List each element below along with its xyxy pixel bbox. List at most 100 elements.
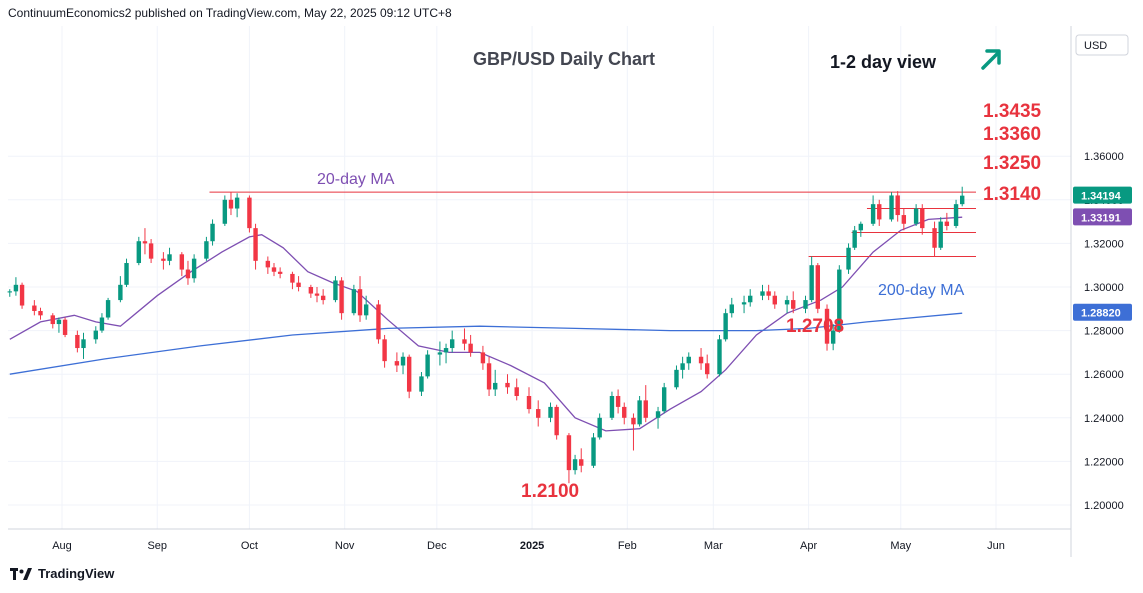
candle bbox=[271, 263, 277, 277]
candle bbox=[118, 276, 123, 303]
candle bbox=[637, 396, 642, 427]
candle bbox=[809, 256, 814, 303]
candle bbox=[425, 350, 430, 379]
candle bbox=[277, 267, 283, 279]
candle bbox=[505, 374, 510, 394]
candle bbox=[858, 221, 864, 237]
candle bbox=[674, 365, 679, 390]
candle bbox=[609, 391, 615, 420]
candle bbox=[351, 284, 357, 316]
candle bbox=[514, 378, 519, 401]
candle bbox=[93, 326, 98, 344]
low-label-2: 1.2100 bbox=[521, 481, 579, 502]
candle bbox=[363, 295, 369, 320]
y-tick-label: 1.24000 bbox=[1084, 413, 1124, 425]
y-tick-label: 1.22000 bbox=[1084, 456, 1124, 468]
candle bbox=[38, 307, 43, 320]
candle bbox=[615, 389, 621, 414]
up-right-arrow-icon bbox=[981, 49, 1001, 70]
candle bbox=[449, 330, 455, 353]
candle bbox=[760, 284, 765, 301]
candle bbox=[19, 282, 25, 309]
candle bbox=[837, 265, 842, 333]
time-axis[interactable]: Aug Sep Oct Nov Dec 2025 Feb Mar Apr May Jun bbox=[52, 540, 1005, 552]
x-tick-label: May bbox=[890, 540, 911, 552]
y-tick-label: 1.36000 bbox=[1084, 151, 1124, 163]
level-label-2: 1.3360 bbox=[983, 124, 1041, 145]
level-label-3: 1.3250 bbox=[983, 153, 1041, 174]
candle bbox=[376, 300, 381, 344]
candle bbox=[185, 260, 191, 285]
candle bbox=[56, 317, 62, 333]
x-tick-label: Jun bbox=[987, 540, 1005, 552]
candle bbox=[772, 291, 777, 309]
candle bbox=[357, 276, 363, 322]
candle bbox=[13, 277, 19, 296]
currency-label: USD bbox=[1084, 40, 1107, 52]
candle bbox=[222, 195, 228, 226]
ma200-label: 200-day MA bbox=[878, 282, 965, 299]
level-label-4: 1.3140 bbox=[983, 184, 1041, 205]
candle bbox=[75, 330, 80, 353]
candle bbox=[953, 199, 959, 229]
candle bbox=[210, 219, 215, 246]
candle bbox=[852, 225, 857, 250]
candle bbox=[704, 354, 710, 379]
candle bbox=[437, 341, 443, 366]
candle bbox=[913, 204, 919, 226]
candle bbox=[234, 193, 240, 218]
candle bbox=[698, 348, 704, 370]
candle bbox=[870, 195, 876, 226]
publisher-text: ContinuumEconomics2 published on Trading… bbox=[8, 6, 452, 20]
x-tick-label: Feb bbox=[618, 540, 637, 552]
candle bbox=[597, 413, 602, 440]
candle bbox=[901, 208, 907, 231]
candle bbox=[296, 276, 301, 292]
candle bbox=[406, 354, 412, 399]
candle bbox=[333, 276, 338, 303]
candle bbox=[290, 271, 295, 290]
candle bbox=[400, 352, 406, 375]
candle bbox=[791, 291, 796, 314]
y-tick-label: 1.26000 bbox=[1084, 369, 1124, 381]
candle bbox=[566, 433, 572, 484]
currency-box[interactable] bbox=[1075, 34, 1129, 56]
price-badge: 1.34194 bbox=[1073, 186, 1132, 204]
candle bbox=[591, 433, 596, 468]
candle bbox=[766, 284, 771, 301]
candle bbox=[803, 295, 808, 314]
candle bbox=[265, 256, 271, 274]
candle bbox=[486, 356, 492, 396]
footer: TradingView bbox=[10, 566, 114, 581]
candle bbox=[815, 263, 821, 314]
candle bbox=[554, 404, 559, 440]
candle bbox=[655, 406, 661, 429]
candle bbox=[895, 191, 900, 222]
candle bbox=[846, 243, 851, 274]
price-axis[interactable]: 1.360001.340001.320001.300001.280001.260… bbox=[1084, 151, 1124, 512]
candle bbox=[938, 217, 943, 250]
candle bbox=[686, 352, 691, 370]
candle bbox=[167, 247, 172, 266]
candle bbox=[631, 413, 636, 451]
ma200-line bbox=[9, 312, 963, 375]
candle bbox=[81, 332, 86, 359]
candle bbox=[136, 236, 142, 266]
candle bbox=[308, 284, 314, 298]
candle bbox=[526, 387, 532, 414]
candle bbox=[493, 369, 498, 396]
level-label-1: 1.3435 bbox=[983, 101, 1042, 122]
x-tick-label: Sep bbox=[147, 540, 167, 552]
candle bbox=[148, 239, 154, 264]
candle bbox=[548, 402, 553, 423]
candle bbox=[622, 402, 627, 425]
candle bbox=[468, 334, 473, 357]
candle bbox=[443, 343, 449, 364]
chart-grid bbox=[8, 26, 1071, 529]
candle bbox=[62, 317, 68, 338]
x-tick-label: Apr bbox=[800, 540, 817, 552]
ma20-label: 20-day MA bbox=[317, 171, 395, 188]
candle bbox=[932, 221, 937, 257]
candle bbox=[320, 289, 326, 305]
